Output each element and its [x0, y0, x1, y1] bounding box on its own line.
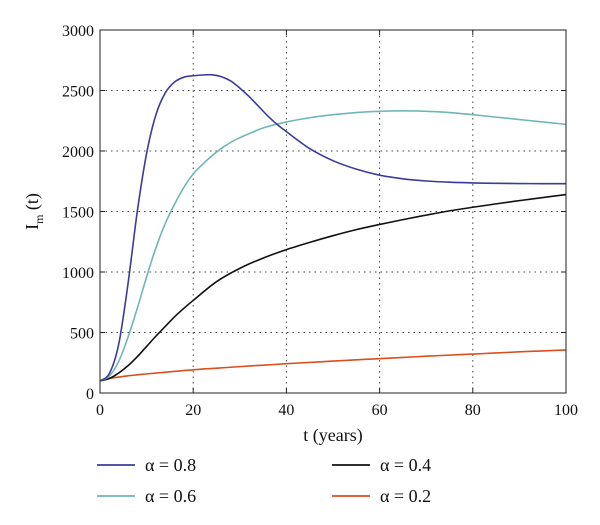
series-line	[99, 349, 567, 382]
legend-item: α = 0.6	[97, 486, 196, 506]
legend-label: α = 0.8	[145, 455, 196, 475]
y-tick-label: 0	[86, 386, 94, 403]
grid-lines	[100, 30, 566, 393]
legend-item: α = 0.4	[332, 455, 431, 475]
y-axis-label-main: I	[22, 224, 42, 230]
y-axis-label: Im (t)	[22, 193, 46, 230]
series-line	[99, 193, 567, 382]
legend: α = 0.8 α = 0.6 α = 0.4 α = 0.2	[97, 455, 431, 506]
y-tick-label: 2000	[62, 144, 94, 161]
y-axis-label-subscript: m	[32, 214, 46, 224]
y-axis-label-suffix: (t)	[22, 193, 43, 215]
x-tick-label: 100	[554, 402, 578, 419]
x-tick-label: 20	[185, 402, 201, 419]
x-tick-label: 60	[372, 402, 388, 419]
x-tick-label: 0	[96, 402, 104, 419]
x-tick-label: 80	[465, 402, 481, 419]
legend-item: α = 0.2	[332, 486, 431, 506]
legend-label: α = 0.2	[380, 486, 431, 506]
x-tick-label: 40	[278, 402, 294, 419]
series-line	[99, 110, 567, 382]
series-line	[99, 73, 567, 382]
legend-item: α = 0.8	[97, 455, 196, 475]
series-lines	[99, 73, 567, 382]
y-tick-label: 1500	[62, 205, 94, 222]
y-tick-label: 2500	[62, 84, 94, 101]
axis-ticks	[99, 29, 567, 394]
y-tick-label: 3000	[62, 23, 94, 40]
legend-label: α = 0.6	[145, 486, 196, 506]
x-axis-label: t (years)	[303, 425, 362, 446]
y-tick-label: 1000	[62, 265, 94, 282]
legend-label: α = 0.4	[380, 455, 431, 475]
y-tick-label: 500	[70, 326, 94, 343]
